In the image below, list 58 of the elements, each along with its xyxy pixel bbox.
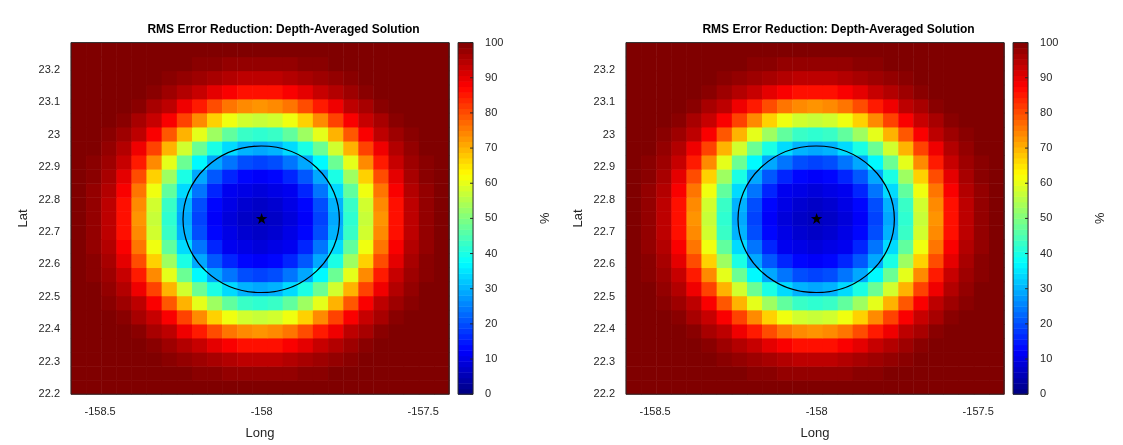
y-tick-label: 22.8 xyxy=(593,192,616,205)
color-bar-label: 100 xyxy=(485,35,504,48)
x-tick-label: -158.5 xyxy=(84,404,116,417)
color-bar-label: 70 xyxy=(485,141,498,154)
color-bar-label: 100 xyxy=(1040,35,1059,48)
color-bar-title: % xyxy=(1091,212,1107,225)
y-tick-label: 22.4 xyxy=(593,322,616,335)
color-bar-label: 10 xyxy=(485,352,498,365)
y-tick-label: 23.1 xyxy=(593,95,616,108)
x-tick-label: -158.5 xyxy=(639,404,671,417)
color-bar-label: 80 xyxy=(485,105,498,118)
y-tick-label: 23.2 xyxy=(38,62,61,75)
color-bar-label: 0 xyxy=(485,387,492,400)
color-bar-label: 90 xyxy=(1040,70,1053,83)
y-tick-label: 22.9 xyxy=(593,160,616,173)
color-bar-label: 40 xyxy=(1040,246,1053,259)
x-tick-label: -157.5 xyxy=(962,404,994,417)
color-bar-label: 60 xyxy=(1040,176,1053,189)
y-tick-label: 23.1 xyxy=(38,95,61,108)
color-bar-label: 30 xyxy=(485,281,498,294)
color-bar-label: 50 xyxy=(485,211,498,224)
color-bar-label: 0 xyxy=(1040,387,1047,400)
y-tick-label: 22.6 xyxy=(593,257,616,270)
x-tick-label: -158 xyxy=(250,404,273,417)
color-bar-label: 10 xyxy=(1040,352,1053,365)
y-tick-label: 23 xyxy=(47,127,61,140)
y-tick-label: 22.6 xyxy=(38,257,61,270)
y-tick-label: 22.8 xyxy=(38,192,61,205)
y-tick-label: 22.7 xyxy=(38,225,61,238)
x-axis-title: Long xyxy=(245,424,275,440)
color-bar-label: 20 xyxy=(1040,316,1053,329)
color-bar-title: % xyxy=(536,212,552,225)
y-tick-label: 23 xyxy=(602,127,616,140)
y-tick-label: 22.5 xyxy=(593,289,616,302)
y-tick-label: 22.2 xyxy=(593,387,616,400)
color-bar-label: 50 xyxy=(1040,211,1053,224)
y-tick-label: 22.4 xyxy=(38,322,61,335)
y-axis-title: Lat xyxy=(15,208,31,228)
chart-title: RMS Error Reduction: Depth-Averaged Solution xyxy=(702,21,975,36)
y-tick-label: 22.2 xyxy=(38,387,61,400)
y-tick-label: 22.3 xyxy=(593,354,616,367)
color-bar-label: 70 xyxy=(1040,141,1053,154)
x-tick-label: -157.5 xyxy=(407,404,439,417)
y-tick-label: 22.5 xyxy=(38,289,61,302)
color-bar-label: 30 xyxy=(1040,281,1053,294)
x-axis-title: Long xyxy=(800,424,830,440)
y-tick-label: 22.9 xyxy=(38,160,61,173)
color-bar-label: 80 xyxy=(1040,105,1053,118)
x-tick-label: -158 xyxy=(805,404,828,417)
color-bar-label: 60 xyxy=(485,176,498,189)
y-tick-label: 23.2 xyxy=(593,62,616,75)
chart-title: RMS Error Reduction: Depth-Averaged Solution xyxy=(147,21,420,36)
y-tick-label: 22.3 xyxy=(38,354,61,367)
color-bar-label: 20 xyxy=(485,316,498,329)
y-tick-label: 22.7 xyxy=(593,225,616,238)
color-bar-label: 40 xyxy=(485,246,498,259)
color-bar-label: 90 xyxy=(485,70,498,83)
y-axis-title: Lat xyxy=(570,208,586,228)
